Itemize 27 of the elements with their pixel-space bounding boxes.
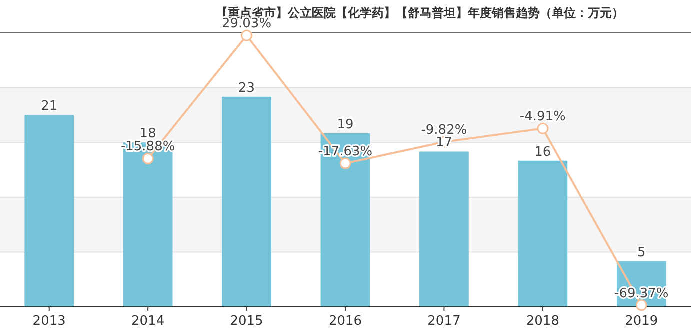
- point: [241, 30, 253, 42]
- bar: [518, 160, 568, 307]
- bar: [420, 152, 469, 307]
- bar: [320, 133, 370, 307]
- data-label: -9.82%: [421, 123, 468, 138]
- data-label: 19: [337, 117, 354, 132]
- x-tick-label: 2013: [32, 314, 66, 329]
- x-tick-label: 2014: [132, 314, 165, 329]
- data-label: 23: [238, 80, 256, 96]
- bar: [123, 142, 173, 307]
- point: [537, 122, 549, 134]
- data-label: 5: [638, 245, 646, 260]
- point: [340, 158, 352, 170]
- data-label: 18: [140, 126, 156, 142]
- x-tick-label: 2016: [328, 314, 362, 329]
- x-tick-label: 2018: [526, 314, 560, 329]
- point: [142, 152, 154, 164]
- data-label: -4.91%: [520, 110, 566, 125]
- bar: [222, 96, 272, 307]
- data-label: 21: [41, 99, 58, 114]
- x-tick-label: 2015: [230, 314, 264, 329]
- data-label: 16: [534, 144, 552, 160]
- bar: [24, 115, 74, 307]
- data-label: 29.03%: [222, 16, 272, 32]
- point: [636, 300, 648, 312]
- x-tick-label: 2019: [625, 314, 658, 329]
- x-tick-label: 2017: [428, 314, 461, 329]
